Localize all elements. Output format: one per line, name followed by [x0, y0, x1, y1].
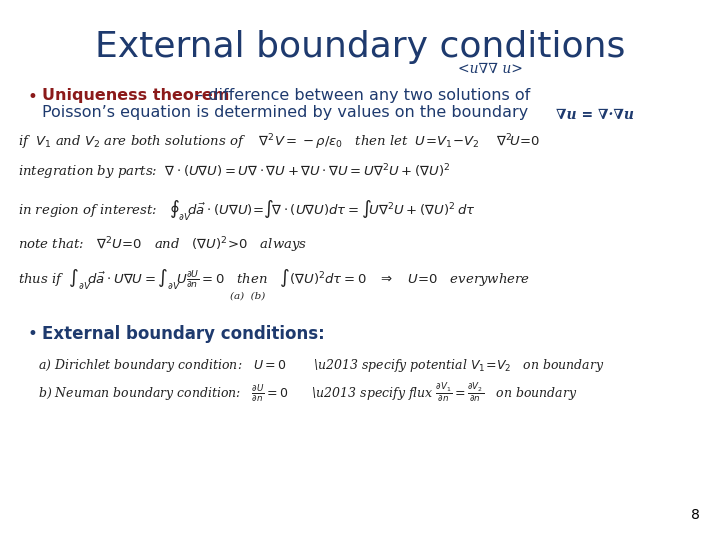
Text: integration by parts:  $\nabla\cdot(U\nabla U) = U\nabla\cdot\nabla U + \nabla U: integration by parts: $\nabla\cdot(U\nab… [18, 162, 450, 181]
Text: 8: 8 [691, 508, 700, 522]
Text: b) Neuman boundary condition:   $\frac{\partial U}{\partial n} = 0$      \u2013 : b) Neuman boundary condition: $\frac{\pa… [38, 382, 577, 406]
Text: a) Dirichlet boundary condition:   $U = 0$       \u2013 specify potential $V_1\!: a) Dirichlet boundary condition: $U = 0$… [38, 357, 604, 374]
Text: External boundary conditions: External boundary conditions [95, 30, 625, 64]
Text: •: • [28, 325, 38, 343]
Text: Poisson’s equation is determined by values on the boundary: Poisson’s equation is determined by valu… [42, 105, 528, 120]
Text: Uniqueness theorem: Uniqueness theorem [42, 88, 230, 103]
Text: thus if  $\int_{\partial V}\!d\vec{a}\cdot U\nabla U = \int_{\partial V}\!U\frac: thus if $\int_{\partial V}\!d\vec{a}\cdo… [18, 267, 530, 292]
Text: if  $V_1$ and $V_2$ are both solutions of    $\nabla^2 V = -\rho/\varepsilon_0$ : if $V_1$ and $V_2$ are both solutions of… [18, 132, 540, 152]
Text: External boundary conditions:: External boundary conditions: [42, 325, 325, 343]
Text: ∇u = ∇·∇u: ∇u = ∇·∇u [556, 108, 634, 122]
Text: <u∇∇ u>: <u∇∇ u> [458, 62, 523, 76]
Text: note that:   $\nabla^2 U\!=\!0$   and   $(\nabla U)^2\!>\!0$   always: note that: $\nabla^2 U\!=\!0$ and $(\nab… [18, 235, 307, 254]
Text: in region of interest:   $\oint_{\partial V}\!d\vec{a}\cdot(U\nabla U)\!=\!\int\: in region of interest: $\oint_{\partial … [18, 198, 475, 223]
Text: – difference between any two solutions of: – difference between any two solutions o… [190, 88, 530, 103]
Text: •: • [28, 88, 38, 106]
Text: (a)  (b): (a) (b) [230, 292, 265, 301]
